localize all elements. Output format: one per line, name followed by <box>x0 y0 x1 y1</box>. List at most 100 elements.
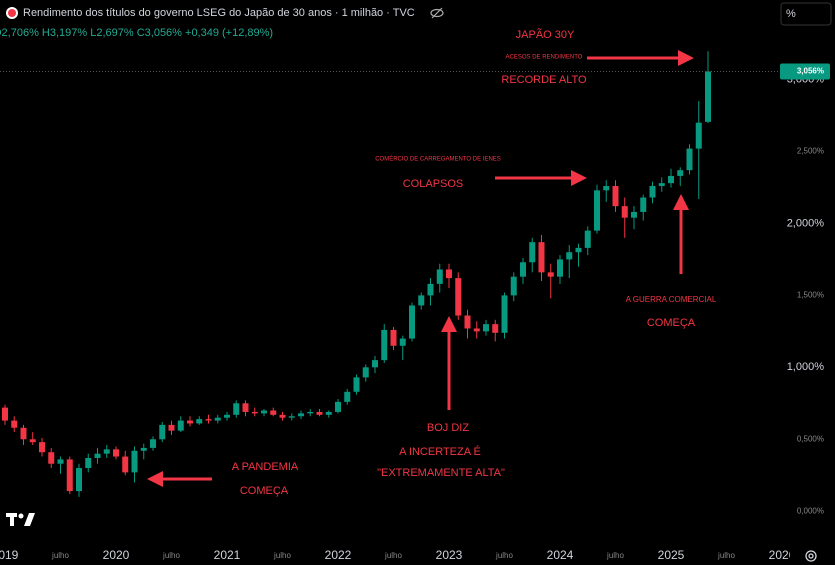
x-tick-label: julho <box>51 551 69 560</box>
candle-body <box>418 295 425 306</box>
candle-body <box>455 278 462 316</box>
last-price-badge <box>780 63 830 80</box>
chart-title: Rendimento dos títulos do governo LSEG d… <box>23 7 415 19</box>
x-tick-label: 2022 <box>325 548 352 562</box>
x-tick-label: julho <box>384 551 402 560</box>
candle-body <box>594 190 600 231</box>
x-tick-label: 2021 <box>214 548 241 562</box>
candle-body <box>131 450 138 473</box>
arrow-head <box>147 471 163 487</box>
candle-body <box>103 449 110 454</box>
candle-body <box>695 122 702 149</box>
settings-icon[interactable] <box>805 550 817 562</box>
price-scale <box>780 40 835 540</box>
candle-body <box>122 456 129 473</box>
candle-body <box>658 183 665 187</box>
candle-body <box>325 411 332 415</box>
annotation: COLAPSOS <box>403 178 464 190</box>
candle-body <box>409 305 415 339</box>
annotation: A GUERRA COMERCIAL <box>626 295 717 304</box>
candle-body <box>529 242 536 263</box>
arrow-head <box>678 50 694 66</box>
candle-body <box>362 367 369 378</box>
annotation: ACESOS DE RENDIMENTO <box>506 55 583 61</box>
candle-body <box>205 419 212 421</box>
candle-body <box>399 338 406 346</box>
candle-body <box>85 457 92 469</box>
candle-body <box>631 211 637 218</box>
candle-body <box>20 427 27 440</box>
candle-body <box>344 391 351 402</box>
arrows <box>147 50 694 487</box>
candle-body <box>187 420 193 424</box>
candle-body <box>575 247 582 253</box>
candle-body <box>279 414 286 418</box>
x-tick-label: julho <box>273 551 291 560</box>
candle-body <box>11 420 18 428</box>
candle-body <box>159 424 166 440</box>
scale-button-label[interactable]: % <box>786 8 796 20</box>
candle-body <box>705 71 711 122</box>
logo[interactable] <box>6 513 35 526</box>
candle-body <box>2 407 8 421</box>
annotation: COMEÇA <box>647 317 696 329</box>
x-axis: 2019 julho 2020 julho 2021 julho 2022 julho 2023… <box>0 548 796 562</box>
candle-body <box>390 329 397 346</box>
candle-body <box>547 272 554 277</box>
candle-body <box>307 411 314 414</box>
candle-body <box>335 401 341 412</box>
candle-body <box>29 439 36 443</box>
candle-body <box>150 439 156 448</box>
last-price: 3,056% <box>780 63 830 80</box>
scale-button[interactable] <box>780 2 832 26</box>
candle-body <box>270 410 277 415</box>
candle-body <box>48 452 55 464</box>
x-tick-label: julho <box>717 551 735 560</box>
candle-body <box>649 186 656 198</box>
y-axis: 0,000%0,500%1,000%1,500%2,000%2,500%3,00… <box>787 73 825 515</box>
candle-body <box>316 411 323 415</box>
annotation: COMEÇA <box>240 485 289 497</box>
candle-body <box>177 420 184 431</box>
candle-body <box>214 417 221 421</box>
annotation: A INCERTEZA É <box>399 445 481 458</box>
candle-body <box>446 269 452 279</box>
hide-icon[interactable] <box>430 7 444 19</box>
arrow-head <box>571 170 587 186</box>
x-tick-label: 2024 <box>547 548 574 562</box>
candle-body <box>427 283 434 296</box>
y-tick-label: 0,500% <box>797 434 824 443</box>
y-tick-label: 2,500% <box>797 147 824 156</box>
candle-body <box>464 315 471 329</box>
annotation: "EXTREMAMENTE ALTA" <box>377 467 505 479</box>
candle-body <box>603 186 610 191</box>
candle-body <box>501 295 508 333</box>
x-tick-label: 2020 <box>103 548 130 562</box>
y-tick-label: 2,000% <box>787 217 825 229</box>
candle-body <box>510 276 517 296</box>
candle-body <box>113 449 119 457</box>
candle-body <box>66 459 73 492</box>
candle-body <box>483 324 489 332</box>
annotation: JAPÃO 30Y <box>516 28 575 41</box>
candle-body <box>492 324 499 333</box>
y-tick-label: 1,500% <box>797 290 824 299</box>
candle-body <box>76 468 82 492</box>
time-scale <box>0 540 835 565</box>
candle-body <box>520 262 526 277</box>
x-tick-label: julho <box>495 551 513 560</box>
candle-body <box>242 403 249 412</box>
candle-body <box>381 329 388 361</box>
candle-body <box>473 328 480 332</box>
plot-area <box>0 51 780 497</box>
candle-body <box>372 360 378 368</box>
candle-body <box>168 424 175 431</box>
candle-body <box>288 416 295 418</box>
annotation: BOJ DIZ <box>427 422 469 434</box>
x-tick-label: 2023 <box>436 548 463 562</box>
x-tick-label: 2026 <box>769 548 796 562</box>
candle-body <box>677 170 684 176</box>
annotation: COMÉRCIO DE CARREGAMENTO DE IENES <box>375 156 501 163</box>
last-price-label: 3,056% <box>797 67 824 76</box>
